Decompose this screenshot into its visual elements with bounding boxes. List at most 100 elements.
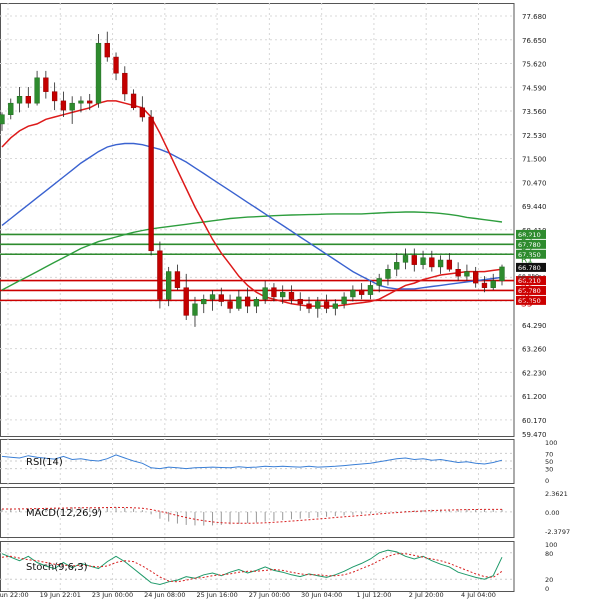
macd-axis-tick-label: 2.3621 bbox=[545, 490, 568, 498]
level-price-tag-s2 bbox=[516, 285, 546, 295]
candle-body bbox=[25, 96, 31, 104]
candle bbox=[113, 52, 119, 81]
candle bbox=[402, 248, 409, 270]
price-axis-tick-label: 69.440 bbox=[522, 203, 547, 211]
candle bbox=[437, 255, 444, 274]
price-axis-tick-label: 71.500 bbox=[522, 156, 547, 164]
rsi-line bbox=[1, 454, 503, 470]
ma-fast-line bbox=[1, 100, 503, 307]
candle-body bbox=[34, 77, 40, 104]
candle bbox=[236, 290, 242, 311]
time-axis-label: 30 Jun 04:00 bbox=[301, 591, 342, 599]
candle-body bbox=[60, 100, 67, 111]
candle-body bbox=[95, 42, 102, 104]
rsi-title: RSI(14) bbox=[26, 457, 63, 468]
candle bbox=[157, 241, 163, 309]
candle bbox=[0, 112, 5, 131]
candle-body bbox=[166, 271, 172, 300]
panel-frame-price bbox=[0, 3, 515, 437]
candle-body bbox=[332, 303, 338, 309]
level-price-label-r1: 67.350 bbox=[518, 251, 541, 259]
candle-body bbox=[244, 296, 251, 307]
time-axis-label: 19 Jun 22:01 bbox=[40, 591, 81, 599]
candle bbox=[34, 70, 40, 106]
stoch-axis-tick-label: 20 bbox=[545, 576, 553, 584]
candle bbox=[358, 283, 365, 300]
candle bbox=[394, 253, 400, 277]
ma-slow-line bbox=[1, 211, 503, 291]
candle bbox=[315, 296, 321, 318]
candle-body bbox=[420, 257, 426, 265]
time-axis-label: 24 Jun 08:00 bbox=[144, 591, 185, 599]
candle-body bbox=[464, 271, 470, 277]
price-axis-tick-label: 73.560 bbox=[522, 108, 547, 116]
level-name-r1: R1 bbox=[521, 255, 533, 265]
macd-axis-tick-label: 0.00 bbox=[545, 509, 559, 517]
candle-body bbox=[201, 298, 207, 305]
candle-body bbox=[192, 303, 198, 316]
level-price-label-s2: 65.780 bbox=[518, 287, 541, 295]
candle bbox=[446, 253, 453, 272]
level-name-s1: S1 bbox=[521, 280, 532, 290]
candle-body bbox=[51, 91, 58, 102]
candle-body bbox=[16, 96, 23, 104]
time-axis-label: 23 Jun 00:00 bbox=[92, 591, 133, 599]
candle bbox=[8, 98, 14, 120]
candle-body bbox=[122, 72, 128, 95]
candle bbox=[104, 31, 110, 62]
candle-body bbox=[236, 296, 242, 309]
candle-body bbox=[8, 102, 14, 115]
time-axis-label: 27 Jun 00:00 bbox=[249, 591, 290, 599]
candle bbox=[473, 266, 479, 288]
macd-title: MACD(12,26,9) bbox=[26, 508, 102, 519]
rsi-axis-tick-label: 100 bbox=[545, 439, 557, 447]
candle bbox=[376, 273, 382, 293]
candle bbox=[288, 285, 295, 304]
candle bbox=[183, 273, 189, 320]
price-axis-tick-label: 77.680 bbox=[522, 13, 547, 21]
candle-body bbox=[411, 255, 417, 265]
candle bbox=[227, 294, 233, 314]
candle bbox=[218, 287, 224, 307]
candle-body bbox=[218, 294, 224, 302]
rsi-axis-tick-label: 50 bbox=[545, 458, 553, 466]
level-price-tag-r2 bbox=[516, 239, 546, 249]
price-axis-tick-label: 72.530 bbox=[522, 132, 547, 140]
candle bbox=[481, 276, 488, 293]
candle-body bbox=[130, 93, 137, 109]
price-axis-tick-label: 61.200 bbox=[522, 393, 547, 401]
candle-body bbox=[87, 100, 93, 104]
price-axis-tick-label: 59.470 bbox=[522, 431, 547, 439]
candle-body bbox=[376, 278, 382, 286]
candle-body bbox=[139, 107, 146, 118]
stoch-axis-tick-label: 80 bbox=[545, 550, 553, 558]
time-axis-label: 2 Jul 20:00 bbox=[409, 591, 444, 599]
candle-body bbox=[350, 289, 356, 298]
time-axis-label: 18 Jun 22:00 bbox=[0, 591, 29, 599]
candle-body bbox=[262, 287, 268, 300]
candle bbox=[95, 33, 102, 108]
candle bbox=[385, 264, 391, 286]
candle bbox=[367, 280, 374, 300]
level-price-tag-s3 bbox=[516, 295, 546, 305]
price-axis-tick-label: 64.290 bbox=[522, 322, 547, 330]
candle-body bbox=[148, 116, 154, 252]
price-axis-tick-label: 74.590 bbox=[522, 84, 547, 92]
candle-body bbox=[341, 296, 347, 305]
candle bbox=[490, 273, 496, 291]
candle bbox=[16, 87, 23, 113]
candle-body bbox=[113, 56, 119, 74]
candle bbox=[297, 292, 303, 311]
candle-body bbox=[104, 42, 110, 58]
candle-body bbox=[288, 292, 295, 300]
candle bbox=[25, 87, 31, 108]
candle-body bbox=[358, 289, 365, 295]
candle-body bbox=[394, 262, 400, 270]
candle bbox=[192, 296, 198, 327]
ma-mid-line bbox=[1, 142, 503, 290]
candle bbox=[148, 110, 154, 256]
candle bbox=[209, 290, 216, 311]
price-axis-tick-label: 75.620 bbox=[522, 61, 547, 69]
stoch-title: Stoch(9,6,3) bbox=[26, 562, 88, 573]
